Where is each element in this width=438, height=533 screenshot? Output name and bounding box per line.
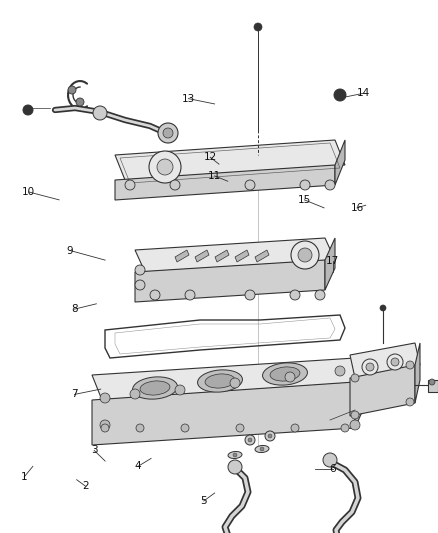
Polygon shape bbox=[115, 140, 345, 180]
Circle shape bbox=[260, 447, 264, 451]
Circle shape bbox=[163, 128, 173, 138]
Text: 2: 2 bbox=[82, 481, 89, 491]
Circle shape bbox=[175, 385, 185, 395]
Text: 17: 17 bbox=[326, 256, 339, 266]
Text: 1: 1 bbox=[21, 472, 28, 482]
Circle shape bbox=[291, 241, 319, 269]
Circle shape bbox=[325, 180, 335, 190]
Circle shape bbox=[245, 290, 255, 300]
Text: 5: 5 bbox=[200, 496, 207, 506]
Circle shape bbox=[429, 379, 435, 385]
Circle shape bbox=[125, 180, 135, 190]
Circle shape bbox=[406, 398, 414, 406]
Circle shape bbox=[387, 354, 403, 370]
Polygon shape bbox=[215, 250, 229, 262]
Ellipse shape bbox=[270, 367, 300, 381]
Circle shape bbox=[351, 374, 359, 382]
Circle shape bbox=[300, 180, 310, 190]
Circle shape bbox=[362, 359, 378, 375]
Polygon shape bbox=[325, 238, 335, 290]
Circle shape bbox=[181, 424, 189, 432]
Polygon shape bbox=[175, 250, 189, 262]
Polygon shape bbox=[350, 343, 420, 378]
Text: 9: 9 bbox=[67, 246, 74, 255]
Text: 15: 15 bbox=[298, 195, 311, 205]
Circle shape bbox=[245, 180, 255, 190]
Text: 4: 4 bbox=[134, 462, 141, 471]
Circle shape bbox=[150, 290, 160, 300]
Ellipse shape bbox=[133, 377, 177, 399]
Circle shape bbox=[380, 305, 386, 311]
Circle shape bbox=[101, 424, 109, 432]
Text: 8: 8 bbox=[71, 304, 78, 314]
Circle shape bbox=[290, 290, 300, 300]
Circle shape bbox=[341, 424, 349, 432]
Circle shape bbox=[230, 378, 240, 388]
Ellipse shape bbox=[255, 446, 269, 453]
Circle shape bbox=[406, 361, 414, 369]
Ellipse shape bbox=[262, 363, 307, 385]
Polygon shape bbox=[255, 250, 269, 262]
Circle shape bbox=[76, 98, 84, 106]
Circle shape bbox=[334, 89, 346, 101]
Circle shape bbox=[350, 420, 360, 430]
Polygon shape bbox=[350, 365, 415, 416]
Circle shape bbox=[157, 159, 173, 175]
Ellipse shape bbox=[205, 374, 235, 388]
Polygon shape bbox=[415, 343, 420, 403]
Circle shape bbox=[391, 358, 399, 366]
Circle shape bbox=[100, 393, 110, 403]
Polygon shape bbox=[135, 260, 325, 302]
Polygon shape bbox=[135, 238, 335, 272]
Text: 3: 3 bbox=[91, 446, 98, 455]
Text: 13: 13 bbox=[182, 94, 195, 103]
Circle shape bbox=[236, 424, 244, 432]
Circle shape bbox=[285, 372, 295, 382]
Text: 14: 14 bbox=[357, 88, 370, 98]
Text: 16: 16 bbox=[350, 203, 364, 213]
Ellipse shape bbox=[198, 370, 243, 392]
Circle shape bbox=[149, 151, 181, 183]
Circle shape bbox=[170, 180, 180, 190]
Circle shape bbox=[268, 434, 272, 438]
Circle shape bbox=[228, 460, 242, 474]
Polygon shape bbox=[335, 140, 345, 185]
Circle shape bbox=[233, 453, 237, 457]
Circle shape bbox=[248, 438, 252, 442]
Circle shape bbox=[254, 23, 262, 31]
Circle shape bbox=[366, 363, 374, 371]
Polygon shape bbox=[92, 382, 355, 445]
Polygon shape bbox=[235, 250, 249, 262]
Circle shape bbox=[135, 280, 145, 290]
Circle shape bbox=[68, 86, 76, 94]
Circle shape bbox=[291, 424, 299, 432]
Circle shape bbox=[93, 106, 107, 120]
Circle shape bbox=[335, 366, 345, 376]
Polygon shape bbox=[92, 358, 365, 400]
Polygon shape bbox=[428, 380, 438, 392]
Ellipse shape bbox=[140, 381, 170, 395]
Circle shape bbox=[185, 290, 195, 300]
Circle shape bbox=[100, 420, 110, 430]
Polygon shape bbox=[355, 358, 365, 428]
Circle shape bbox=[130, 389, 140, 399]
Text: 7: 7 bbox=[71, 390, 78, 399]
Circle shape bbox=[315, 290, 325, 300]
Circle shape bbox=[23, 105, 33, 115]
Circle shape bbox=[298, 248, 312, 262]
Circle shape bbox=[323, 453, 337, 467]
Text: 10: 10 bbox=[22, 187, 35, 197]
Circle shape bbox=[245, 435, 255, 445]
Circle shape bbox=[351, 411, 359, 419]
Text: 11: 11 bbox=[208, 171, 221, 181]
Text: 12: 12 bbox=[204, 152, 217, 162]
Text: 6: 6 bbox=[329, 464, 336, 474]
Polygon shape bbox=[115, 165, 335, 200]
Circle shape bbox=[135, 265, 145, 275]
Circle shape bbox=[265, 431, 275, 441]
Circle shape bbox=[158, 123, 178, 143]
Polygon shape bbox=[195, 250, 209, 262]
Ellipse shape bbox=[228, 451, 242, 458]
Circle shape bbox=[136, 424, 144, 432]
